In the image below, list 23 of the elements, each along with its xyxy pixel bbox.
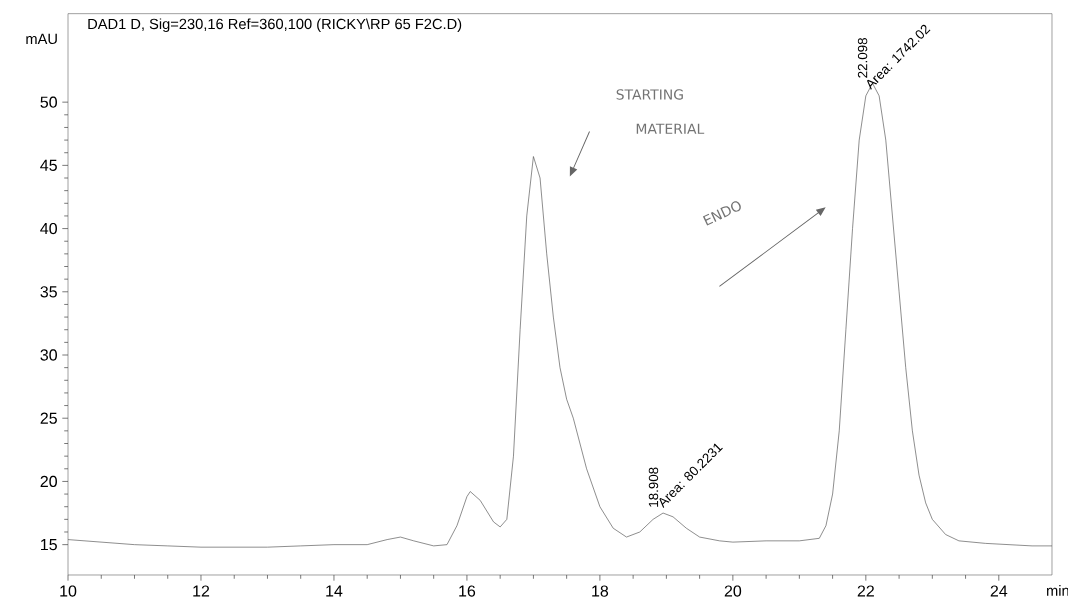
annotation: MATERIAL bbox=[636, 123, 705, 134]
y-tick-label: 45 bbox=[40, 159, 57, 171]
x-tick-label: 10 bbox=[60, 585, 77, 597]
chart-title: DAD1 D, Sig=230,16 Ref=360,100 (RICKY\RP 65 F2C.D) bbox=[88, 18, 462, 33]
x-tick-label: 20 bbox=[724, 585, 742, 597]
y-tick-label: 40 bbox=[40, 222, 57, 235]
y-tick-label: 35 bbox=[40, 286, 57, 298]
x-tick-label: 22 bbox=[857, 585, 874, 597]
annotation: STARTING bbox=[616, 89, 683, 100]
x-axis-title: min bbox=[1047, 585, 1068, 596]
y-tick-label: 30 bbox=[40, 349, 57, 361]
y-tick-label: 15 bbox=[41, 539, 57, 551]
y-tick-label: 25 bbox=[40, 412, 57, 424]
y-axis-title: mAU bbox=[26, 33, 57, 45]
y-tick-label: 20 bbox=[40, 475, 57, 488]
x-tick-label: 16 bbox=[459, 585, 476, 597]
annotation: 18.908 bbox=[648, 467, 659, 507]
x-tick-label: 14 bbox=[326, 585, 343, 597]
x-tick-label: 12 bbox=[193, 585, 210, 597]
x-tick-label: 24 bbox=[990, 585, 1008, 597]
annotation: 22.098 bbox=[857, 38, 868, 78]
y-tick-label: 50 bbox=[40, 96, 57, 108]
x-tick-label: 18 bbox=[592, 585, 609, 597]
